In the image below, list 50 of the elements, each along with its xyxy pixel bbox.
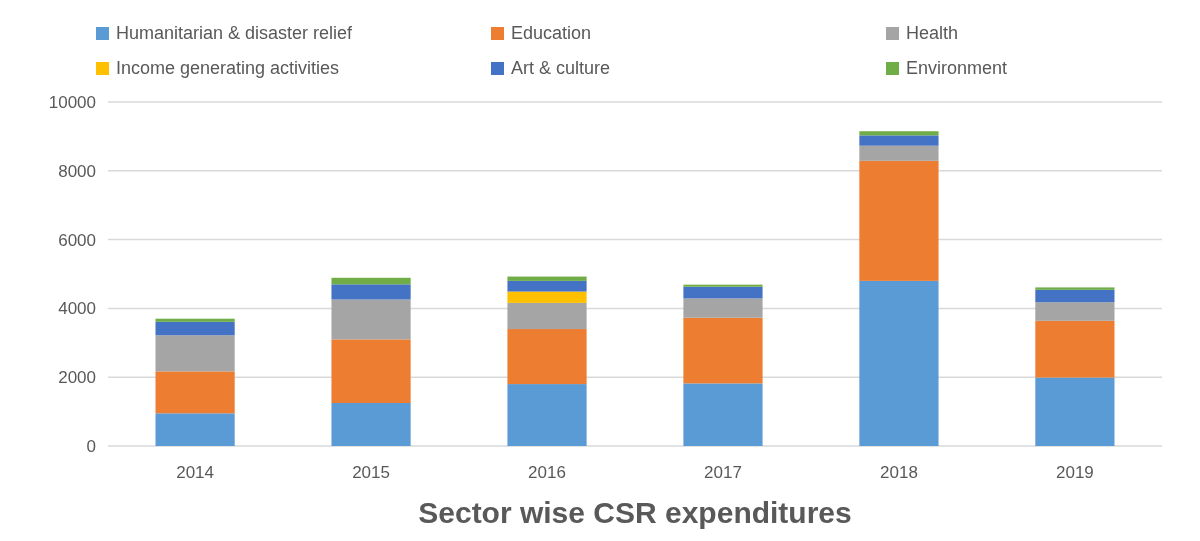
bar <box>331 403 411 446</box>
y-tick-label: 4000 <box>58 299 96 319</box>
bar <box>859 160 939 281</box>
x-tick-label: 2016 <box>528 463 566 482</box>
x-tick-label: 2015 <box>352 463 390 482</box>
bar <box>155 321 235 336</box>
bar <box>331 277 411 285</box>
y-tick-label: 8000 <box>58 161 96 181</box>
bar <box>507 329 587 385</box>
bar <box>155 318 235 322</box>
legend-label: Environment <box>906 58 1008 79</box>
x-tick-label: 2014 <box>176 463 215 482</box>
bar <box>859 131 939 136</box>
bar <box>507 384 587 446</box>
legend-label: Humanitarian & disaster relief <box>116 23 354 44</box>
bar <box>155 371 235 414</box>
bar <box>1035 320 1115 378</box>
legend-label: Income generating activities <box>116 58 340 79</box>
bar <box>331 284 411 300</box>
bar <box>155 413 235 446</box>
bar <box>683 317 763 384</box>
bar <box>507 276 587 281</box>
bar <box>507 280 587 292</box>
y-tick-label: 10000 <box>48 92 96 112</box>
x-tick-label: 2018 <box>880 463 918 482</box>
text: Sector wise CSR expenditures <box>418 496 852 529</box>
bar <box>859 145 939 161</box>
bar <box>683 298 763 318</box>
bar <box>1035 287 1115 290</box>
legend-label: Health <box>906 23 959 44</box>
bar <box>683 286 763 299</box>
legend-label: Education <box>511 23 592 44</box>
y-tick-label: 0 <box>86 436 96 456</box>
bar <box>331 299 411 340</box>
bar <box>1035 289 1115 303</box>
bar <box>683 284 763 287</box>
bar <box>155 335 235 372</box>
bar <box>1035 302 1115 321</box>
bar <box>859 280 939 446</box>
y-tick-label: 2000 <box>58 368 96 388</box>
bar <box>507 291 587 303</box>
bar <box>331 339 411 403</box>
legend-label: Art & culture <box>511 58 611 79</box>
bar <box>859 135 939 146</box>
bar <box>683 383 763 446</box>
bar <box>507 302 587 330</box>
x-tick-label: 2019 <box>1055 463 1094 482</box>
y-tick-label: 6000 <box>58 230 96 250</box>
bar <box>1035 377 1115 446</box>
x-tick-label: 2017 <box>704 463 742 482</box>
